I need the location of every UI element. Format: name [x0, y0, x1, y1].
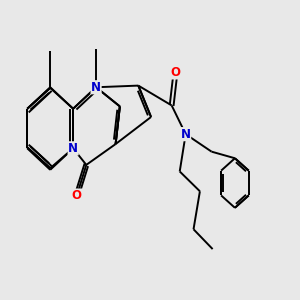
Text: O: O [72, 189, 82, 202]
Text: N: N [91, 81, 101, 94]
Text: N: N [68, 142, 78, 155]
Text: O: O [170, 66, 181, 79]
Text: N: N [181, 128, 191, 141]
